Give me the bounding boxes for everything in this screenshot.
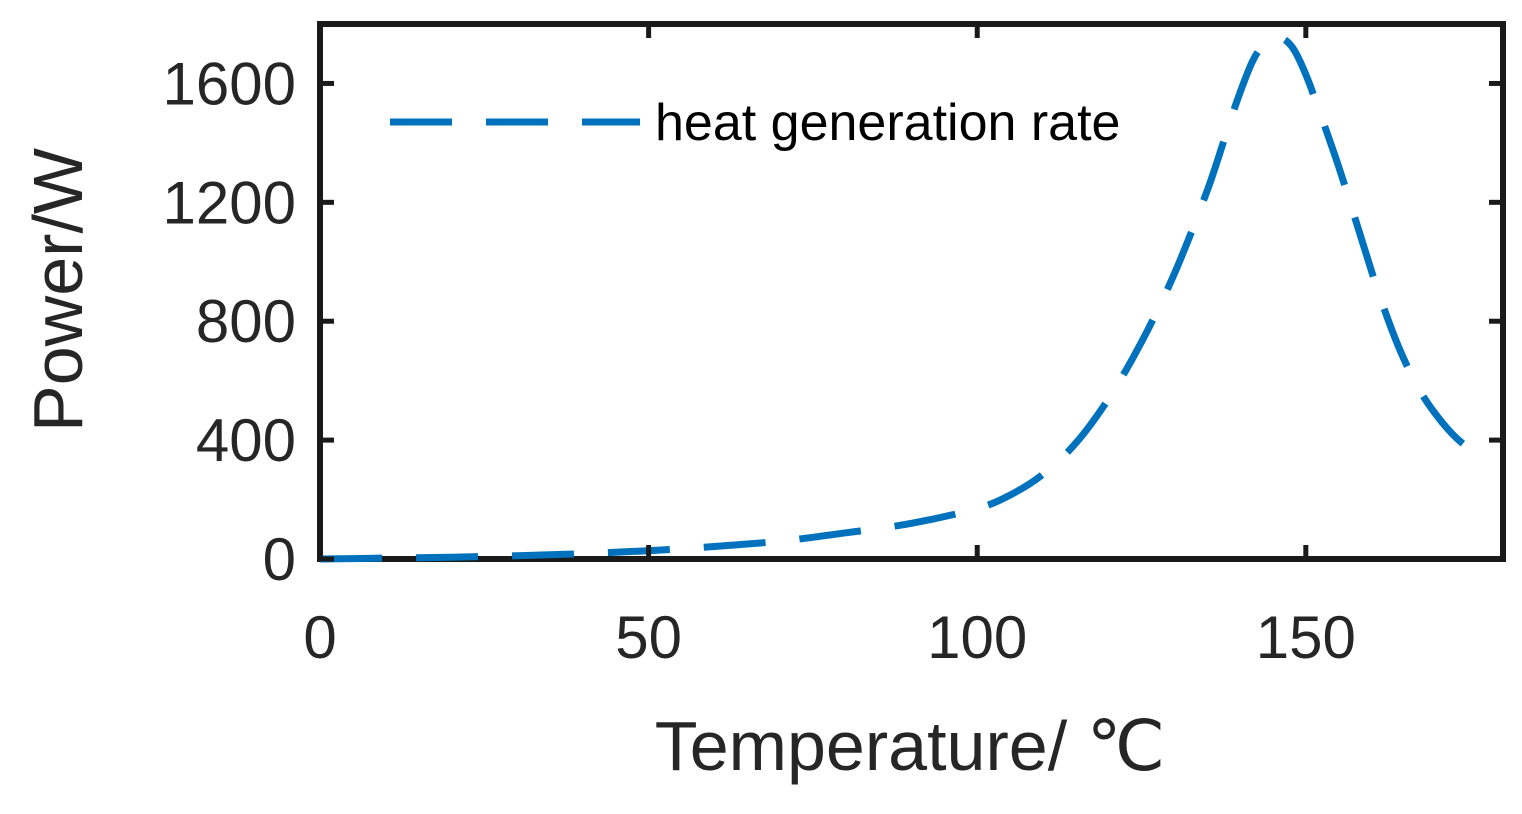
x-tick-label: 0 (303, 604, 336, 671)
x-tick-label: 150 (1256, 604, 1356, 671)
y-tick-label: 1200 (163, 169, 296, 236)
series-line-heat-generation-rate (319, 33, 1479, 563)
legend: heat generation rate (390, 94, 1120, 152)
ticks-layer: 0 50 100 150 0 400 800 1200 1600 (163, 24, 1503, 671)
y-tick-label: 0 (263, 526, 296, 593)
series-layer (319, 33, 1479, 563)
x-tick-label: 50 (615, 604, 682, 671)
axes-box (317, 21, 1506, 562)
x-axis-label: Temperature/ ℃ (655, 707, 1165, 785)
y-tick-label: 800 (196, 288, 296, 355)
x-tick-label: 100 (927, 604, 1027, 671)
legend-label: heat generation rate (655, 94, 1120, 152)
y-tick-label: 1600 (163, 50, 296, 117)
plot-area (317, 21, 1506, 562)
y-tick-label: 400 (196, 407, 296, 474)
y-axis-label: Power/W (19, 148, 97, 432)
